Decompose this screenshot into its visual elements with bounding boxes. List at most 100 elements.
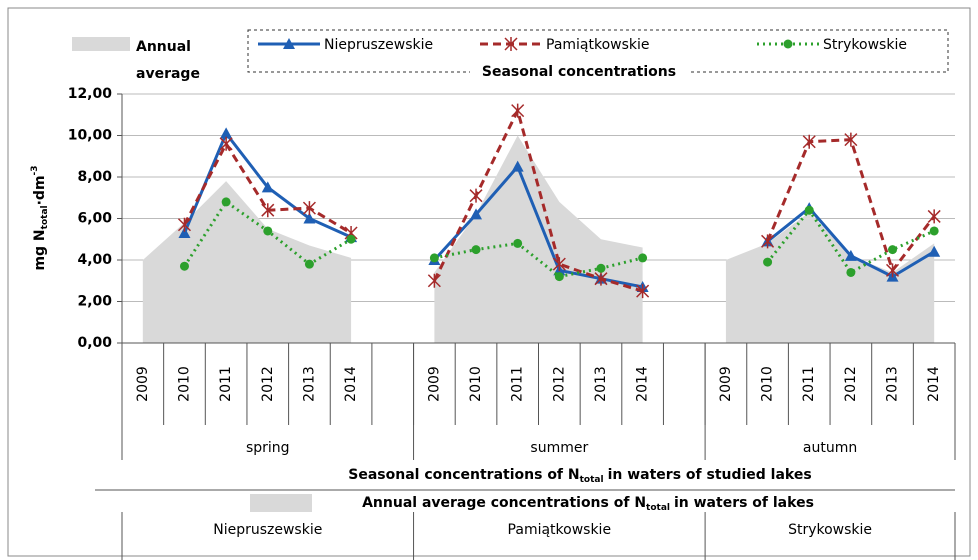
season-label: spring [246,440,290,456]
legend-label: Niepruszewskie [324,37,433,53]
y-tick-label: 6,00 [77,211,112,227]
x-tick-label: 2010 [760,366,776,402]
series-line [766,207,935,275]
x-tick-label: 2009 [718,366,734,402]
marker [471,245,481,255]
x-axis-title-2: Annual average concentrations of Ntotal i… [362,495,814,513]
x-title-post: in waters of studied lakes [608,467,812,483]
x-tick-label: 2009 [426,366,442,402]
marker [470,208,483,220]
marker [346,234,356,244]
marker [302,201,316,216]
x-tick-label: 2011 [510,366,526,402]
y-tick-label: 2,00 [77,294,112,310]
marker [927,209,941,224]
marker [844,249,857,261]
marker [844,132,858,147]
y-tick-label: 12,00 [68,86,113,102]
y-tick-label: 10,00 [68,128,113,144]
x-axis-title: Seasonal concentrations of Ntotal in wate… [348,467,811,485]
marker [552,257,566,272]
x-tick-label: 2011 [218,366,234,402]
legend-header: Seasonal concentrations [482,64,676,80]
marker [303,212,316,224]
marker [427,273,441,288]
season-label: summer [530,440,588,456]
x-tick-label: 2014 [926,366,942,402]
marker [928,245,941,257]
marker [221,197,231,207]
legend-area-swatch [72,37,130,51]
marker [554,272,564,282]
y-tick-label: 0,00 [77,335,112,351]
y-label-sup: -3 [30,165,40,175]
x-tick-label: 2012 [843,366,859,402]
lake-label: Niepruszewskie [213,522,322,538]
marker [219,136,233,151]
marker [761,234,775,249]
marker [429,253,439,263]
marker [504,37,518,51]
marker [511,160,524,172]
marker [511,103,525,118]
marker [261,181,274,193]
marker [783,39,793,49]
x-title2-pre: Annual average concentrations of N [362,495,646,511]
legend-area-swatch-2 [250,494,312,512]
marker [513,238,523,248]
area [725,212,935,343]
marker [804,205,814,215]
y-tick-label: 4,00 [77,252,112,268]
x-title-pre: Seasonal concentrations of N [348,467,579,483]
marker [885,263,900,278]
marker [263,226,273,236]
marker [636,284,650,299]
season-label: autumn [803,440,857,456]
marker [638,253,648,263]
area [142,181,352,343]
marker [304,259,314,269]
x-title-sub: total [580,475,604,485]
y-label-main: mg N [32,229,48,270]
marker [179,261,189,271]
legend-label: Strykowskie [823,37,907,53]
y-label-sub: total [40,205,50,229]
marker [888,245,898,255]
x-tick-label: 2013 [301,366,317,402]
marker [283,38,295,49]
marker [469,188,483,203]
marker [802,134,816,149]
x-tick-label: 2013 [593,366,609,402]
marker [929,226,939,236]
x-tick-label: 2012 [260,366,276,402]
marker [178,227,191,239]
x-tick-label: 2010 [176,366,192,402]
marker [261,203,275,218]
marker [763,257,773,267]
x-title2-sub: total [646,503,670,513]
series-line [434,241,643,279]
lake-label: Strykowskie [788,522,872,538]
x-tick-label: 2009 [135,366,151,402]
frame [7,7,971,557]
x-tick-label: 2014 [343,366,359,402]
x-tick-label: 2014 [635,366,651,402]
lake-label: Pamiątkowskie [508,522,612,538]
series-line [433,106,644,293]
y-tick-label: 8,00 [77,169,112,185]
x-tick-label: 2010 [468,366,484,402]
y-axis-label: mg Ntotal·dm-3 [30,165,50,270]
series-line [433,163,643,289]
area [434,135,643,343]
legend-label: Pamiątkowskie [546,37,650,53]
marker [596,263,606,273]
y-label-unit: ·dm [32,175,48,205]
x-title2-post: in waters of lakes [674,495,814,511]
marker [846,267,856,277]
x-tick-label: 2011 [801,366,817,402]
legend-annual-label: Annual average [136,39,200,82]
x-tick-label: 2013 [885,366,901,402]
x-tick-label: 2012 [551,366,567,402]
